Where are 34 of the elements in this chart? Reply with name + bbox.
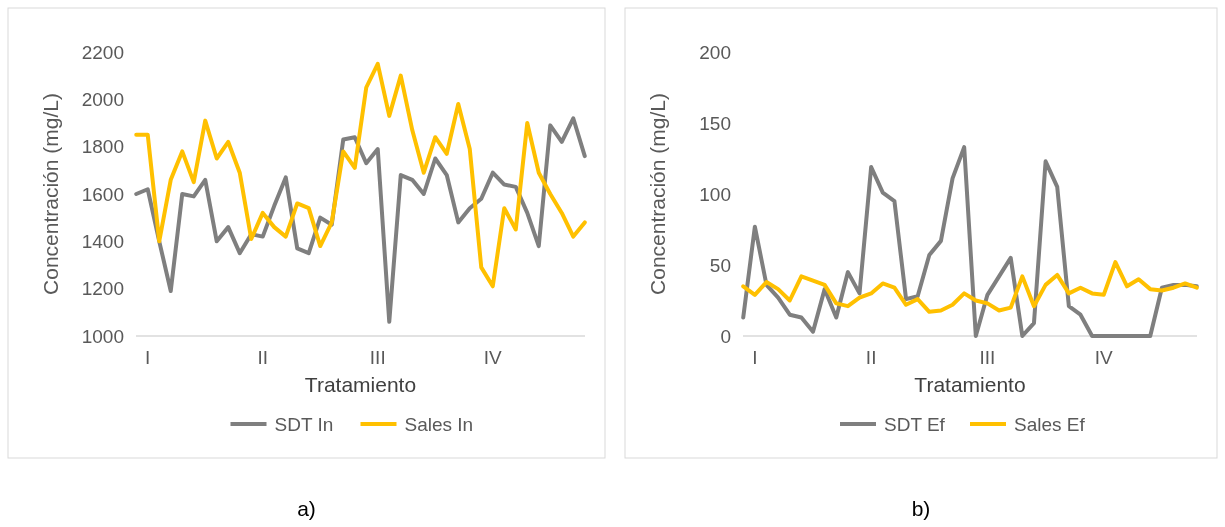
line-series [741,145,1199,338]
y-axis-title: Concentración (mg/L) [646,93,669,295]
x-tick-label: I [752,347,758,368]
x-tick-label: II [257,347,269,368]
y-tick-label: 50 [709,254,731,276]
line-series [134,61,587,289]
line-series [741,260,1199,314]
y-axis-title: Concentración (mg/L) [39,93,62,295]
y-tick-label: 1200 [81,278,124,300]
x-tick-label: III [979,347,996,368]
x-tick-label: IV [483,347,503,368]
x-tick-label: IV [1094,347,1114,368]
y-tick-label: 150 [699,112,731,134]
y-tick-label: 2000 [81,88,124,110]
text: a) [297,497,316,520]
legend-label: SDT In [274,413,334,435]
x-axis-title: Tratamiento [304,373,417,396]
x-tick-label: III [369,347,386,368]
legend-label: SDT Ef [884,413,946,435]
y-tick-label: 2200 [81,41,124,63]
y-tick-label: 0 [720,325,731,347]
x-axis-title: Tratamiento [914,373,1026,396]
y-tick-label: 1400 [81,230,124,252]
x-tick-label: II [865,347,877,368]
x-tick-label: I [145,347,151,368]
y-tick-label: 1600 [81,183,124,205]
y-tick-label: 200 [699,41,731,63]
line-series [134,116,587,324]
y-tick-label: 1800 [81,136,124,158]
legend-label: Sales Ef [1014,413,1086,435]
legend-label: Sales In [404,413,474,435]
y-tick-label: 1000 [81,325,124,347]
text: b) [911,497,931,520]
y-tick-label: 100 [699,183,731,205]
